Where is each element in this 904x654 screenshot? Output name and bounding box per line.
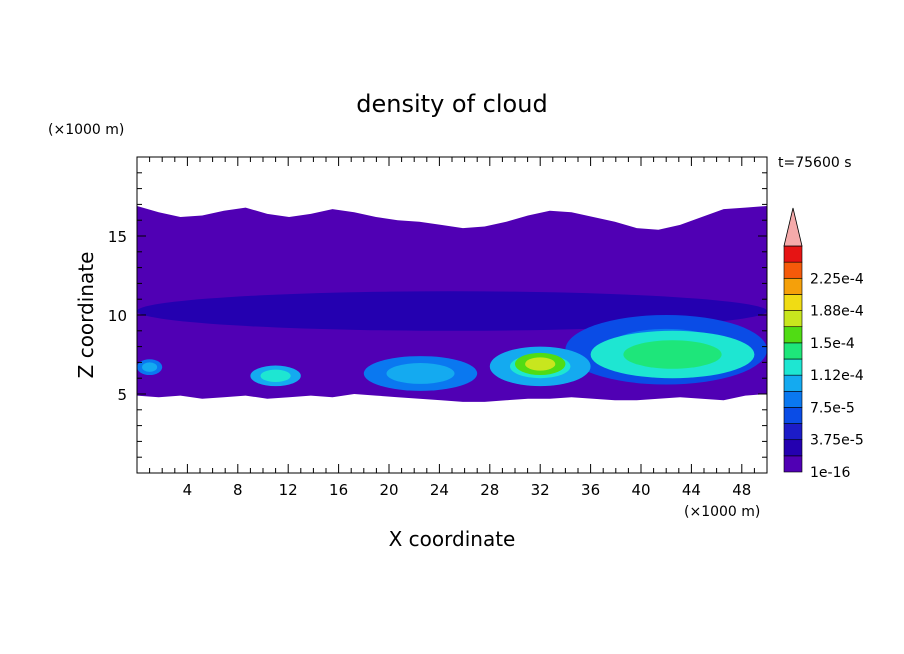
chart-title: density of cloud: [356, 90, 547, 118]
colorbar-segment: [783, 423, 803, 441]
x-unit-label: (×1000 m): [684, 504, 760, 520]
density-core-7: [142, 362, 158, 372]
colorbar-segment: [783, 390, 803, 408]
x-tick-label: 28: [480, 481, 499, 499]
y-tick-label: 10: [108, 307, 127, 325]
time-label: t=75600 s: [778, 155, 852, 171]
y-unit-label: (×1000 m): [48, 122, 124, 138]
x-tick-label: 48: [732, 481, 751, 499]
y-axis: 5 10 15: [108, 172, 767, 458]
colorbar-label: 1.88e-4: [810, 304, 864, 320]
x-tick-label: 44: [682, 481, 701, 499]
x-tick-label: 24: [430, 481, 449, 499]
x-tick-label: 40: [631, 481, 650, 499]
density-core-4: [525, 357, 556, 371]
density-core-2: [386, 363, 455, 384]
density-core-5: [623, 340, 722, 369]
x-axis-label: X coordinate: [389, 527, 516, 551]
x-tick-label: 32: [531, 481, 550, 499]
colorbar: 1e-16 3.75e-5 7.5e-5 1.12e-4 1.5e-4 1.88e-4 2.…: [783, 207, 864, 481]
colorbar-segment: [783, 342, 803, 360]
colorbar-label: 1.12e-4: [810, 368, 864, 384]
colorbar-segment: [783, 261, 803, 279]
colorbar-segment: [783, 326, 803, 344]
x-tick-label: 20: [379, 481, 398, 499]
colorbar-label: 1.5e-4: [810, 336, 855, 352]
colorbar-segment: [783, 439, 803, 457]
colorbar-label: 3.75e-5: [810, 433, 864, 449]
x-tick-label: 4: [183, 481, 193, 499]
x-tick-label: 8: [233, 481, 243, 499]
x-tick-label: 12: [279, 481, 298, 499]
plot-area: [137, 206, 767, 402]
colorbar-overflow-triangle: [783, 207, 803, 247]
colorbar-label: 2.25e-4: [810, 271, 864, 287]
colorbar-segment: [783, 455, 803, 473]
x-tick-label: 36: [581, 481, 600, 499]
x-tick-label: 16: [329, 481, 348, 499]
colorbar-label: 1e-16: [810, 465, 850, 481]
colorbar-segment: [783, 310, 803, 328]
colorbar-label: 7.5e-5: [810, 400, 855, 416]
colorbar-segment: [783, 294, 803, 311]
colorbar-segment: [783, 374, 803, 392]
colorbar-segment: [783, 358, 803, 376]
y-axis-label: Z coordinate: [74, 252, 98, 379]
colorbar-segment: [783, 245, 803, 263]
colorbar-segment: [783, 407, 803, 424]
colorbar-segment: [783, 277, 803, 295]
density-region-0: [137, 291, 767, 331]
density-core-6: [260, 369, 291, 382]
x-axis: 4 8 12 16 20 24 28 32 36 40 44 48: [149, 157, 755, 499]
y-tick-label: 15: [108, 228, 127, 246]
y-tick-label: 5: [117, 386, 127, 404]
